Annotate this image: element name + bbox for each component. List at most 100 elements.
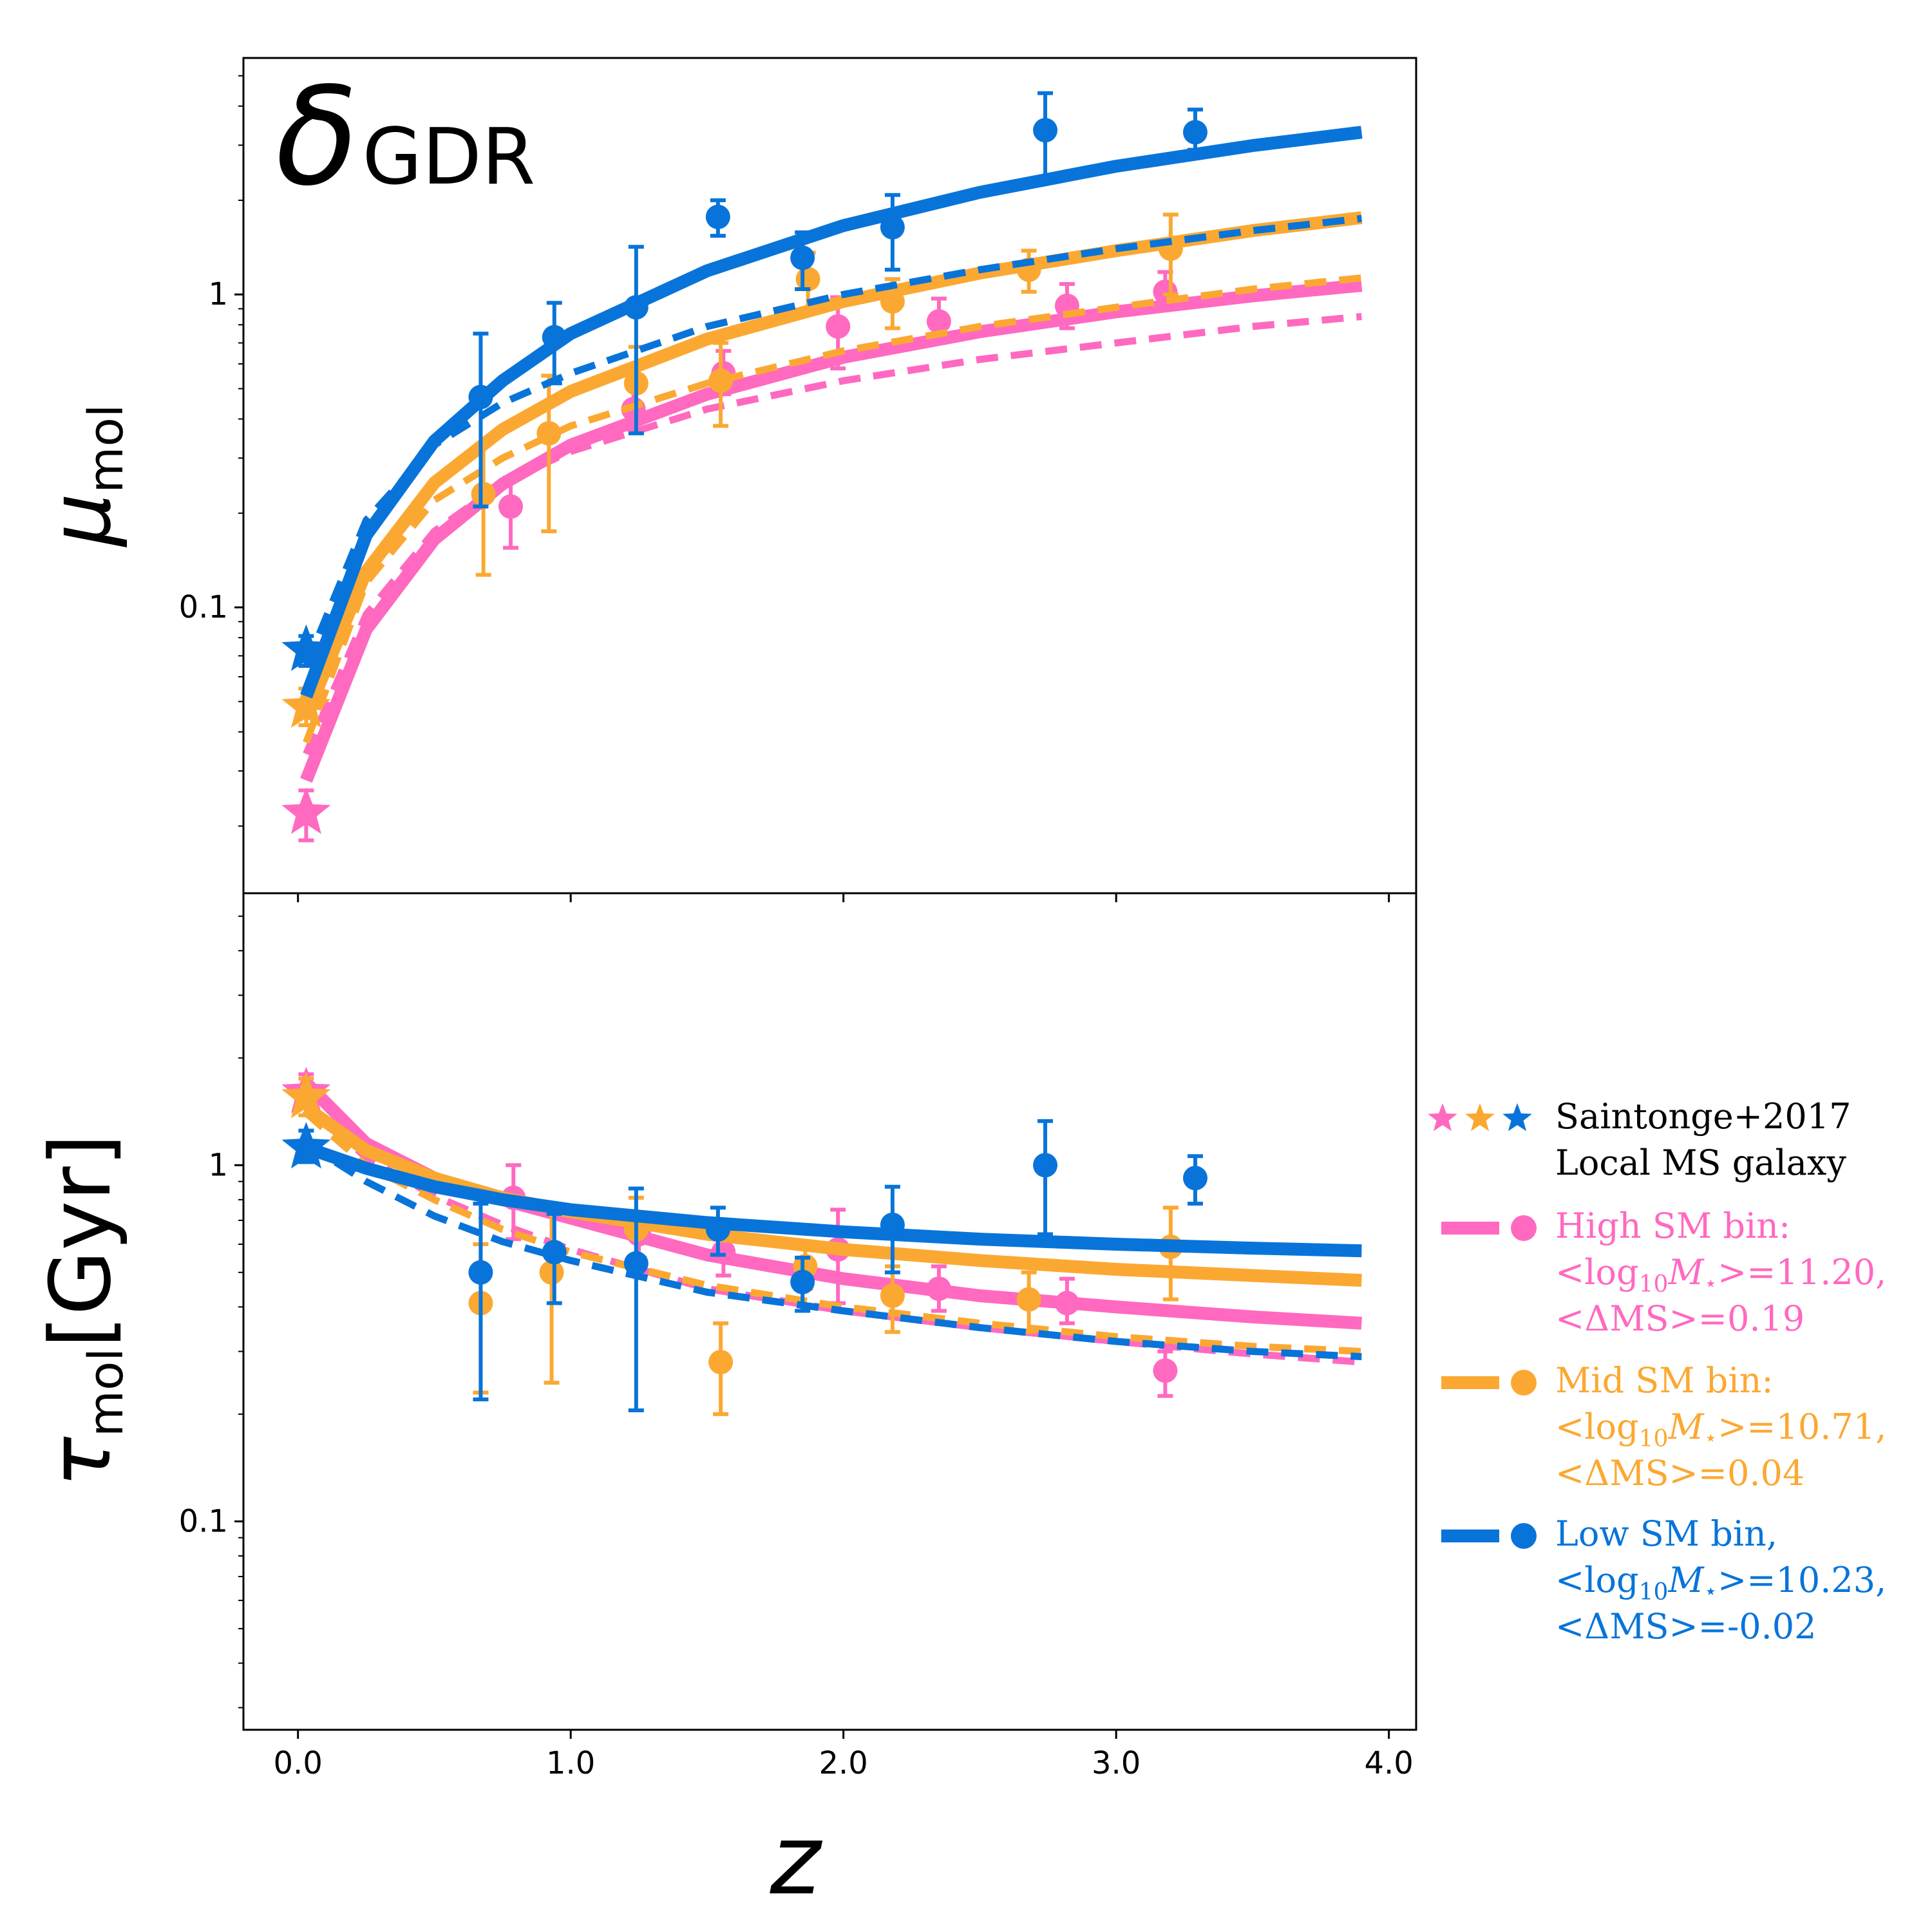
bottom-y-label-unit: [Gyr] bbox=[32, 1134, 129, 1349]
legend-label-mass: <log10M⋆>=11.20, bbox=[1555, 1252, 1886, 1298]
legend-mass-symbol: M bbox=[1667, 1252, 1705, 1293]
top-series-group bbox=[281, 91, 1363, 842]
bottom-high-solid-line bbox=[301, 1078, 1362, 1330]
legend-mass-prefix: <log bbox=[1555, 1252, 1639, 1293]
bottom-x-ticks: 0.0 1.0 2.0 3.0 4.0 bbox=[274, 1730, 1414, 1781]
legend-label-dms: <ΔMS>=0.19 bbox=[1555, 1298, 1804, 1339]
legend-mass-symbol: M bbox=[1667, 1406, 1705, 1447]
legend-mass-symbol: M bbox=[1667, 1560, 1705, 1600]
bottom-low-data-point bbox=[542, 1240, 567, 1265]
bottom-low-data-point bbox=[880, 1212, 905, 1237]
panel-title-subscript: GDR bbox=[362, 113, 535, 202]
bottom-series-group bbox=[281, 1066, 1362, 1416]
top-low-dashed-line bbox=[303, 214, 1362, 668]
bottom-mid-data-point bbox=[708, 1350, 734, 1375]
bottom-y-label-subscript: mol bbox=[79, 1348, 134, 1437]
top-mid-data-point bbox=[536, 421, 562, 446]
legend-label-title: High SM bin: bbox=[1555, 1206, 1790, 1246]
legend-label-dms: <ΔMS>=0.04 bbox=[1555, 1453, 1804, 1493]
legend-label-title: Low SM bin, bbox=[1555, 1513, 1777, 1554]
legend-entries: High SM bin:<log10M⋆>=11.20,<ΔMS>=0.19Mi… bbox=[1441, 1206, 1886, 1647]
top-y-tick-label: 1 bbox=[208, 276, 228, 312]
bottom-mid-data-point bbox=[880, 1283, 905, 1309]
legend-mass-star: ⋆ bbox=[1704, 1425, 1718, 1451]
top-y-label-symbol: μ bbox=[32, 493, 129, 548]
legend-mass-value: >=10.71, bbox=[1718, 1406, 1886, 1447]
bottom-low-dashed-line bbox=[304, 1141, 1362, 1361]
bottom-y-tick-label: 0.1 bbox=[179, 1503, 228, 1539]
top-mid-star-marker bbox=[281, 681, 331, 728]
panel-title-symbol: δ bbox=[276, 58, 358, 216]
bottom-high-data-point bbox=[1153, 1358, 1178, 1383]
top-low-data-point bbox=[468, 384, 493, 410]
bottom-mid-star-marker bbox=[281, 1072, 331, 1119]
legend-mass-value: >=11.20, bbox=[1718, 1252, 1886, 1293]
x-axis-label: z bbox=[770, 1804, 823, 1917]
legend-mass-value: >=10.23, bbox=[1718, 1560, 1886, 1600]
top-y-label-subscript: mol bbox=[79, 404, 134, 493]
top-high-data-point bbox=[926, 309, 951, 334]
top-high-star-marker bbox=[281, 787, 331, 834]
legend-mass-subscript: 10 bbox=[1639, 1426, 1669, 1452]
bottom-x-tick-label: 0.0 bbox=[274, 1745, 323, 1781]
top-low-data-point bbox=[1033, 118, 1058, 143]
legend-stars-subtitle: Local MS galaxy bbox=[1555, 1142, 1846, 1183]
bottom-x-tick-label: 4.0 bbox=[1364, 1745, 1413, 1781]
legend-mass-prefix: <log bbox=[1555, 1560, 1639, 1600]
bottom-x-tick-label: 2.0 bbox=[819, 1745, 868, 1781]
top-x-ticks bbox=[297, 893, 1390, 902]
bottom-axes-frame bbox=[242, 892, 1417, 1731]
legend-dot-mid bbox=[1511, 1370, 1537, 1396]
top-low-data-point bbox=[1182, 120, 1208, 145]
top-mid-data-point bbox=[708, 368, 734, 393]
bottom-y-axis-label: τmol[Gyr] bbox=[32, 1134, 134, 1488]
top-low-data-point bbox=[623, 295, 649, 320]
legend-stars-title: Saintonge+2017 bbox=[1555, 1096, 1851, 1137]
bottom-low-data-point bbox=[1033, 1153, 1058, 1178]
legend-label-mass: <log10M⋆>=10.71, bbox=[1555, 1406, 1886, 1452]
bottom-mid-data-point bbox=[1016, 1287, 1041, 1312]
bottom-low-data-point bbox=[705, 1217, 730, 1242]
bottom-low-data-point bbox=[623, 1251, 649, 1276]
bottom-x-tick-label: 3.0 bbox=[1092, 1745, 1141, 1781]
legend-label-dms: <ΔMS>=-0.02 bbox=[1555, 1606, 1817, 1647]
top-mid-dashed-line bbox=[303, 274, 1362, 744]
legend-star-mid bbox=[1465, 1103, 1495, 1132]
bottom-y-label-symbol: τ bbox=[32, 1436, 129, 1487]
legend-dot-low bbox=[1511, 1523, 1537, 1549]
bottom-high-data-point bbox=[1054, 1291, 1079, 1316]
panel-title: δGDR bbox=[276, 58, 535, 216]
legend-mass-star: ⋆ bbox=[1704, 1578, 1718, 1604]
top-mid-data-point bbox=[880, 289, 905, 314]
top-low-star-marker bbox=[281, 624, 331, 671]
legend-mass-star: ⋆ bbox=[1704, 1271, 1718, 1296]
top-high-data-point bbox=[826, 314, 851, 339]
bottom-mid-data-point bbox=[539, 1260, 564, 1285]
bottom-plot-area bbox=[281, 1066, 1362, 1416]
bottom-y-tick-label: 1 bbox=[208, 1147, 228, 1183]
top-low-data-point bbox=[880, 214, 905, 240]
top-plot-area bbox=[281, 91, 1363, 842]
top-high-solid-line bbox=[300, 279, 1363, 783]
top-high-data-point bbox=[498, 494, 524, 519]
bottom-low-solid-line bbox=[304, 1141, 1362, 1258]
top-y-axis-label: μmol bbox=[32, 404, 134, 548]
bottom-x-tick-label: 1.0 bbox=[546, 1745, 595, 1781]
top-mid-data-point bbox=[471, 482, 496, 507]
legend-star-high bbox=[1428, 1103, 1457, 1132]
top-low-data-point bbox=[705, 204, 730, 229]
top-low-solid-line bbox=[300, 126, 1363, 699]
bottom-panel: 1 0.1 0.0 1.0 2.0 3.0 4.0 τmol[Gyr] z bbox=[32, 892, 1417, 1917]
legend-mass-subscript: 10 bbox=[1639, 1579, 1669, 1605]
bottom-low-data-point bbox=[790, 1269, 815, 1294]
bottom-low-star-marker bbox=[281, 1122, 331, 1169]
bottom-low-data-point bbox=[1182, 1166, 1208, 1191]
legend-star-markers bbox=[1428, 1103, 1532, 1132]
top-low-data-point bbox=[542, 325, 567, 350]
top-y-tick-label: 0.1 bbox=[179, 589, 228, 625]
top-panel: 1 0.1 δGDR μmol bbox=[32, 57, 1417, 902]
bottom-low-data-point bbox=[468, 1260, 493, 1285]
legend-label-mass: <log10M⋆>=10.23, bbox=[1555, 1560, 1886, 1605]
legend-star-low bbox=[1502, 1103, 1532, 1132]
